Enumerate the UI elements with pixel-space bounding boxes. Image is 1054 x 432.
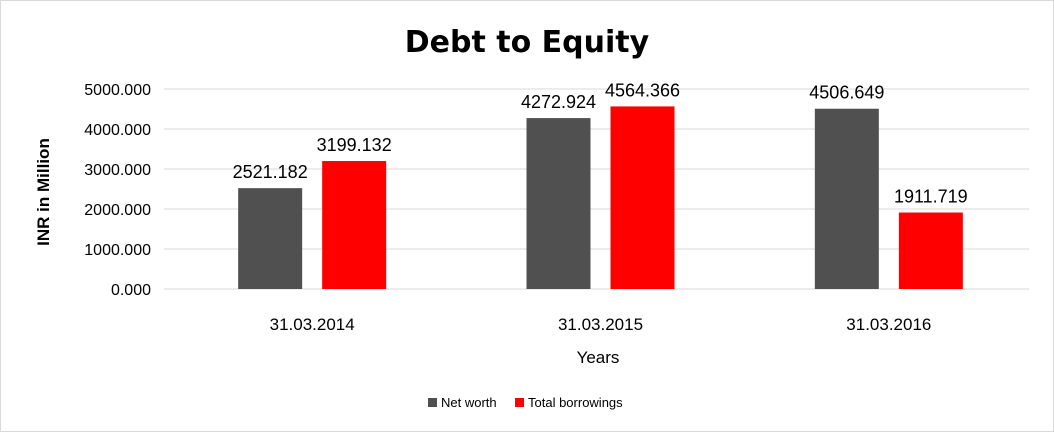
- y-axis-title: INR in Million: [34, 138, 53, 246]
- x-axis-ticks: 31.03.2014 31.03.2015 31.03.2016: [270, 315, 932, 334]
- data-label: 2521.182: [233, 162, 308, 182]
- legend: Net worth Total borrowings: [428, 395, 623, 410]
- data-label: 3199.132: [317, 135, 392, 155]
- bar-total-borrowings: [322, 161, 387, 289]
- data-label: 4564.366: [605, 80, 680, 100]
- legend-item: Net worth: [428, 395, 497, 410]
- legend-swatch: [515, 398, 524, 407]
- y-tick-label: 0.000: [111, 282, 151, 299]
- legend-label: Total borrowings: [528, 395, 623, 410]
- y-tick-label: 4000.000: [84, 122, 151, 139]
- legend-item: Total borrowings: [515, 395, 623, 410]
- x-tick-label: 31.03.2015: [558, 315, 643, 334]
- data-label: 1911.719: [894, 187, 968, 207]
- legend-swatch: [428, 398, 437, 407]
- bar-total-borrowings: [610, 106, 675, 290]
- y-tick-label: 1000.000: [84, 242, 151, 259]
- x-axis-title: Years: [577, 348, 620, 367]
- data-label: 4506.649: [809, 83, 884, 103]
- data-labels: 2521.182 3199.132 4272.924 4564.366 4506.649…: [233, 80, 968, 206]
- bar-net-worth: [526, 118, 591, 289]
- x-tick-label: 31.03.2016: [846, 315, 931, 334]
- x-tick-label: 31.03.2014: [270, 315, 355, 334]
- bars: [238, 106, 963, 290]
- legend-label: Net worth: [441, 395, 497, 410]
- gridlines: [164, 88, 1029, 290]
- chart-title: Debt to Equity: [405, 25, 650, 60]
- data-label: 4272.924: [521, 92, 596, 112]
- y-tick-label: 2000.000: [84, 202, 151, 219]
- y-axis-ticks: 0.000 1000.000 2000.000 3000.000 4000.000 500…: [84, 82, 151, 299]
- y-tick-label: 3000.000: [84, 162, 151, 179]
- bar-total-borrowings: [898, 212, 963, 289]
- bar-net-worth: [238, 188, 303, 289]
- y-tick-label: 5000.000: [84, 82, 151, 99]
- bar-net-worth: [814, 108, 879, 289]
